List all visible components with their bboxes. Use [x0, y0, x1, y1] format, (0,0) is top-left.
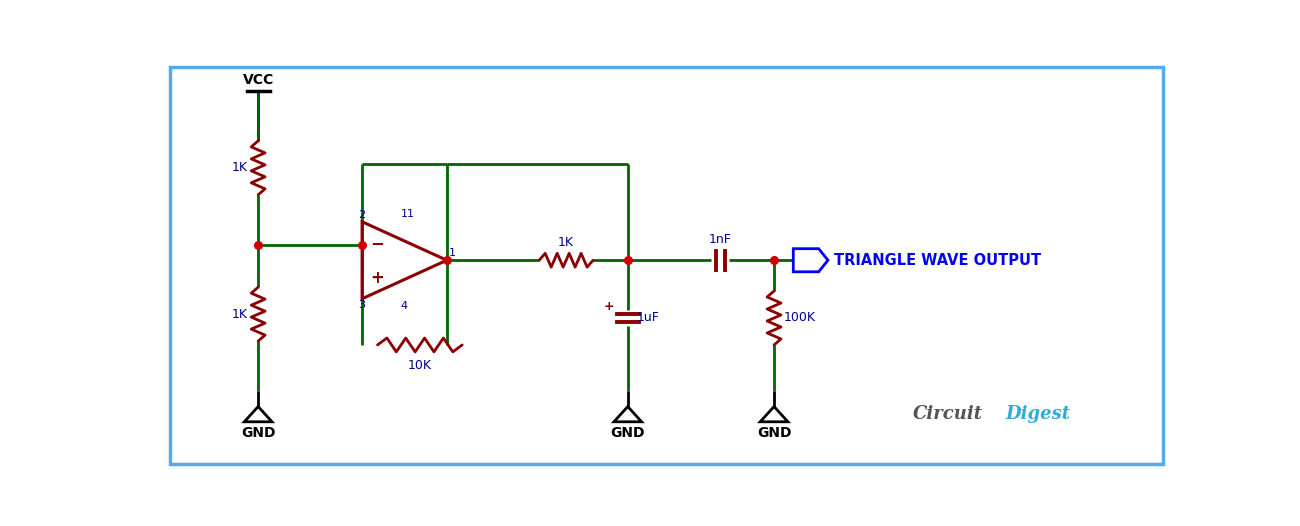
Text: 3: 3 — [358, 300, 365, 310]
Text: 1nF: 1nF — [708, 234, 732, 246]
Text: 1uF: 1uF — [637, 311, 660, 325]
Text: 1: 1 — [448, 248, 455, 258]
Text: 1K: 1K — [233, 308, 248, 321]
Text: 2: 2 — [358, 210, 365, 220]
Text: 1K: 1K — [558, 236, 575, 249]
Text: VCC: VCC — [243, 73, 274, 87]
Text: +: + — [604, 300, 615, 313]
Text: GND: GND — [757, 426, 792, 440]
Text: −: − — [369, 234, 384, 252]
Text: Circuit: Circuit — [913, 405, 983, 423]
Text: TRIANGLE WAVE OUTPUT: TRIANGLE WAVE OUTPUT — [835, 252, 1041, 268]
Text: 11: 11 — [402, 209, 415, 219]
Text: 4: 4 — [400, 301, 408, 311]
Text: +: + — [369, 269, 384, 287]
Text: 10K: 10K — [408, 359, 432, 372]
Text: 1K: 1K — [233, 161, 248, 174]
Text: 100K: 100K — [784, 311, 815, 325]
Text: Digest: Digest — [1005, 405, 1070, 423]
Text: GND: GND — [611, 426, 645, 440]
Text: GND: GND — [240, 426, 276, 440]
